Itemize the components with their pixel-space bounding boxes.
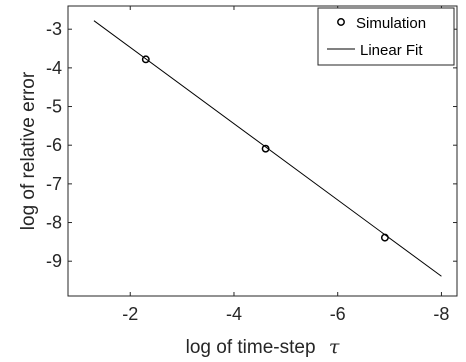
y-tick-label: -3 bbox=[46, 19, 62, 39]
linear-fit-line bbox=[93, 20, 442, 277]
legend-simulation-label: Simulation bbox=[356, 15, 426, 32]
legend: Simulation Linear Fit bbox=[317, 7, 455, 66]
simulation-point bbox=[380, 233, 389, 242]
y-tick-label: -4 bbox=[46, 58, 62, 78]
x-tick-label: -8 bbox=[433, 304, 449, 324]
x-tick-label: -4 bbox=[226, 304, 242, 324]
y-tick-label: -9 bbox=[46, 251, 62, 271]
x-axis-label: log of time-step τ bbox=[186, 336, 340, 358]
simulation-point bbox=[261, 144, 270, 153]
series-layer bbox=[93, 20, 442, 277]
x-axis-ticks: -2 -4 -6 -8 bbox=[122, 6, 449, 324]
y-axis-label: log of relative error bbox=[18, 71, 39, 230]
simulation-point bbox=[141, 55, 150, 64]
x-axis-label-symbol: τ bbox=[329, 336, 340, 358]
legend-simulation-marker bbox=[337, 18, 345, 26]
y-tick-label: -7 bbox=[46, 174, 62, 194]
x-tick-label: -6 bbox=[330, 304, 346, 324]
legend-box bbox=[317, 7, 455, 66]
x-tick-label: -2 bbox=[122, 304, 138, 324]
y-tick-label: -5 bbox=[46, 97, 62, 117]
y-tick-label: -8 bbox=[46, 213, 62, 233]
legend-linear-fit-label: Linear Fit bbox=[360, 42, 423, 59]
y-tick-label: -6 bbox=[46, 135, 62, 155]
x-axis-label-text: log of time-step bbox=[186, 337, 316, 358]
y-axis-ticks: -3 -4 -5 -6 -7 -8 -9 bbox=[46, 19, 457, 271]
